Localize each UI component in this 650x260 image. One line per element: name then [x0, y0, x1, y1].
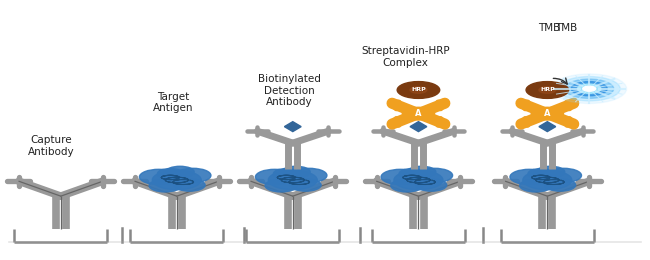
- Circle shape: [536, 166, 565, 178]
- Circle shape: [565, 79, 614, 98]
- Circle shape: [417, 168, 452, 183]
- Circle shape: [539, 87, 556, 93]
- Polygon shape: [285, 122, 301, 132]
- Circle shape: [175, 168, 211, 183]
- Circle shape: [290, 179, 321, 191]
- Circle shape: [282, 166, 310, 178]
- Circle shape: [531, 107, 564, 120]
- Circle shape: [394, 170, 443, 190]
- Circle shape: [528, 168, 554, 179]
- Circle shape: [166, 166, 194, 178]
- Circle shape: [523, 170, 572, 190]
- Text: HRP: HRP: [411, 87, 426, 93]
- Circle shape: [510, 169, 549, 185]
- Circle shape: [402, 107, 435, 120]
- Circle shape: [583, 86, 595, 91]
- Text: Capture
Antibody: Capture Antibody: [28, 135, 74, 157]
- Circle shape: [139, 169, 178, 185]
- Text: TMB: TMB: [538, 23, 560, 33]
- Circle shape: [532, 84, 562, 96]
- Circle shape: [174, 179, 205, 191]
- Circle shape: [526, 82, 569, 98]
- Circle shape: [410, 87, 427, 93]
- Circle shape: [291, 168, 327, 183]
- Polygon shape: [410, 122, 427, 132]
- Circle shape: [397, 82, 439, 98]
- Polygon shape: [539, 122, 556, 132]
- Circle shape: [543, 125, 551, 128]
- Circle shape: [268, 170, 317, 190]
- Text: HRP: HRP: [540, 87, 554, 93]
- Circle shape: [399, 168, 425, 179]
- Circle shape: [157, 168, 183, 179]
- Text: A: A: [544, 109, 551, 118]
- Circle shape: [552, 74, 627, 103]
- Text: Target
Antigen: Target Antigen: [153, 92, 194, 113]
- Circle shape: [381, 169, 420, 185]
- Text: Streptavidin-HRP
Complex: Streptavidin-HRP Complex: [361, 46, 450, 68]
- Text: Biotinylated
Detection
Antibody: Biotinylated Detection Antibody: [258, 74, 321, 107]
- Circle shape: [404, 84, 434, 96]
- Circle shape: [274, 168, 299, 179]
- Circle shape: [152, 170, 202, 190]
- Circle shape: [414, 125, 422, 128]
- Circle shape: [416, 179, 447, 191]
- Circle shape: [408, 166, 436, 178]
- Circle shape: [545, 168, 582, 183]
- Text: A: A: [415, 109, 422, 118]
- Circle shape: [391, 179, 423, 192]
- Circle shape: [289, 125, 297, 128]
- Circle shape: [571, 82, 607, 96]
- Circle shape: [265, 179, 297, 192]
- Circle shape: [578, 84, 601, 93]
- Text: TMB: TMB: [556, 23, 578, 33]
- Circle shape: [519, 179, 552, 192]
- Circle shape: [255, 169, 294, 185]
- Circle shape: [558, 76, 620, 101]
- Circle shape: [545, 179, 576, 191]
- Circle shape: [149, 179, 181, 192]
